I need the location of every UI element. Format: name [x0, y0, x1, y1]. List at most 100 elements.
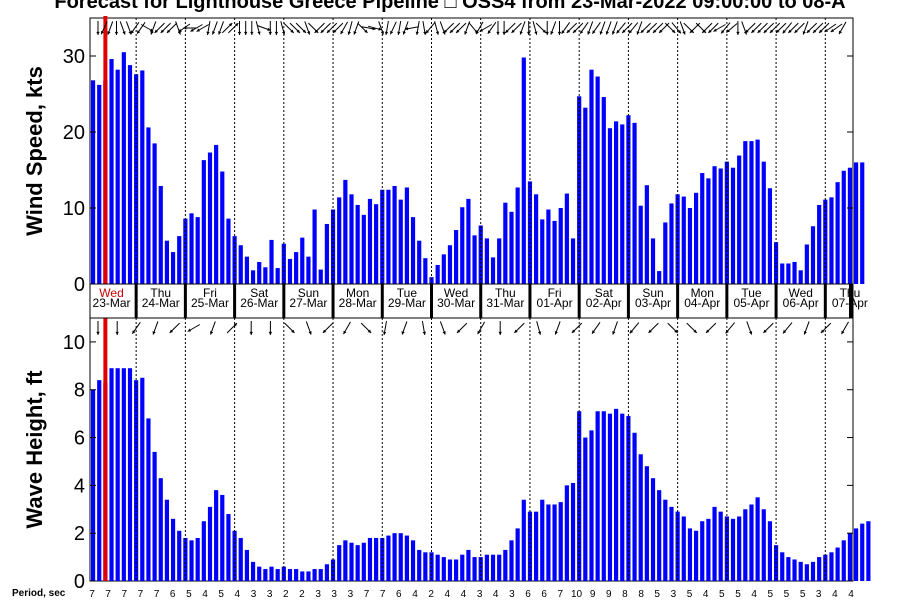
wind-direction-arrow-head	[435, 31, 440, 35]
wind-bar	[417, 240, 422, 284]
wind-bar	[521, 57, 526, 284]
wind-direction-arrow-head	[380, 31, 384, 35]
wind-bar	[607, 128, 613, 284]
wind-direction-arrow-head	[736, 31, 740, 35]
period-value: 3	[267, 589, 273, 600]
day-label: Wed	[99, 286, 123, 300]
wave-ytick-label: 10	[63, 332, 85, 354]
date-label: 23-Mar	[93, 296, 131, 310]
wave-bar	[509, 540, 514, 581]
wind-direction-arrow-head	[636, 31, 640, 35]
wind-bar	[109, 59, 114, 284]
wave-bar	[355, 545, 360, 581]
period-value: 3	[671, 589, 677, 600]
wind-direction-arrow-head	[347, 31, 351, 35]
wind-bar	[503, 202, 508, 284]
wave-direction-arrow-head	[612, 331, 616, 335]
wind-bar	[226, 218, 231, 284]
wave-bar	[460, 554, 465, 581]
wind-direction-arrow-head	[274, 31, 279, 35]
wind-bar	[657, 271, 662, 284]
wind-direction-arrow-head	[290, 29, 294, 33]
wave-bar	[620, 413, 625, 581]
wave-direction-arrow-head	[674, 329, 678, 333]
wave-bar	[706, 518, 711, 581]
wind-direction-arrow-head	[640, 29, 644, 33]
wind-bar	[312, 209, 317, 284]
wave-direction-arrow-head	[820, 329, 825, 333]
wind-direction-arrow-head	[545, 31, 549, 35]
period-value: 3	[315, 589, 321, 600]
wind-bar	[835, 182, 840, 284]
wind-direction-arrow-head	[646, 29, 651, 33]
wind-bar	[214, 144, 219, 284]
wave-bar	[115, 368, 120, 581]
wave-bar	[540, 499, 545, 581]
period-value: 3	[816, 589, 822, 600]
wave-bar	[435, 554, 440, 581]
period-value: 9	[590, 589, 596, 600]
wave-direction-arrow-head	[457, 329, 461, 333]
wave-bar	[207, 506, 213, 581]
wind-bar	[484, 238, 489, 284]
wave-bar	[281, 566, 286, 581]
wind-direction-arrow-head	[244, 31, 248, 35]
day-label: Thu	[495, 286, 516, 300]
wave-bar	[792, 559, 797, 581]
wind-bar	[441, 254, 446, 284]
wave-direction-arrow-head	[763, 329, 767, 333]
wave-bar	[164, 499, 169, 581]
wind-bar	[853, 162, 859, 284]
wind-bar	[337, 197, 342, 284]
wind-bar	[429, 277, 434, 284]
wave-bar	[146, 418, 151, 581]
wind-direction-arrow-head	[479, 28, 484, 32]
wind-bar	[454, 230, 459, 284]
wave-bar	[374, 537, 379, 581]
wind-bar	[792, 261, 797, 284]
wind-bar	[669, 203, 674, 284]
date-label: 27-Mar	[289, 296, 327, 310]
wave-bar	[866, 521, 871, 581]
wind-direction-arrow-head	[713, 28, 717, 32]
date-label: 01-Apr	[537, 296, 573, 310]
wind-direction-arrow-head	[502, 31, 506, 35]
wind-bar	[355, 204, 360, 284]
wind-direction-arrow-head	[682, 31, 686, 35]
wave-direction-arrow-head	[291, 329, 295, 333]
wind-bar	[638, 205, 643, 284]
wave-direction-arrow-head	[554, 331, 558, 335]
wave-direction-arrow-head	[187, 328, 192, 332]
wave-bar	[441, 557, 446, 581]
wave-ytick-label: 0	[74, 571, 85, 593]
wind-bar	[300, 237, 305, 284]
wind-direction-arrow-head	[464, 31, 468, 35]
wind-bar	[435, 265, 440, 284]
wind-bar	[189, 213, 194, 284]
wind-bar	[761, 161, 766, 284]
wind-direction-arrow-head	[128, 31, 132, 35]
wind-bar	[847, 167, 853, 284]
wind-direction-arrow-head	[130, 30, 134, 34]
wave-direction-arrow-head	[401, 331, 405, 335]
wave-y-axis-label: Wave Height, ft	[22, 370, 47, 529]
wind-direction-arrow-head	[622, 29, 626, 33]
wave-bar	[614, 408, 619, 581]
wave-bar	[558, 502, 563, 581]
day-label: Sun	[298, 286, 319, 300]
wind-direction-arrow-head	[721, 29, 725, 34]
wave-ytick-label: 8	[74, 380, 85, 402]
day-label: Fri	[203, 286, 217, 300]
wave-bar	[121, 368, 126, 581]
wind-ytick-label: 30	[63, 46, 85, 68]
wave-direction-arrow-head	[152, 331, 156, 335]
wave-bar	[244, 549, 249, 581]
wind-bar	[318, 269, 323, 284]
wave-direction-arrow-head	[308, 331, 312, 335]
wave-bar	[478, 557, 483, 581]
period-value: 4	[703, 589, 709, 600]
wind-bar	[447, 245, 453, 284]
wind-direction-arrow-head	[353, 31, 357, 35]
wave-bar	[595, 411, 600, 581]
wind-bar	[380, 189, 385, 284]
